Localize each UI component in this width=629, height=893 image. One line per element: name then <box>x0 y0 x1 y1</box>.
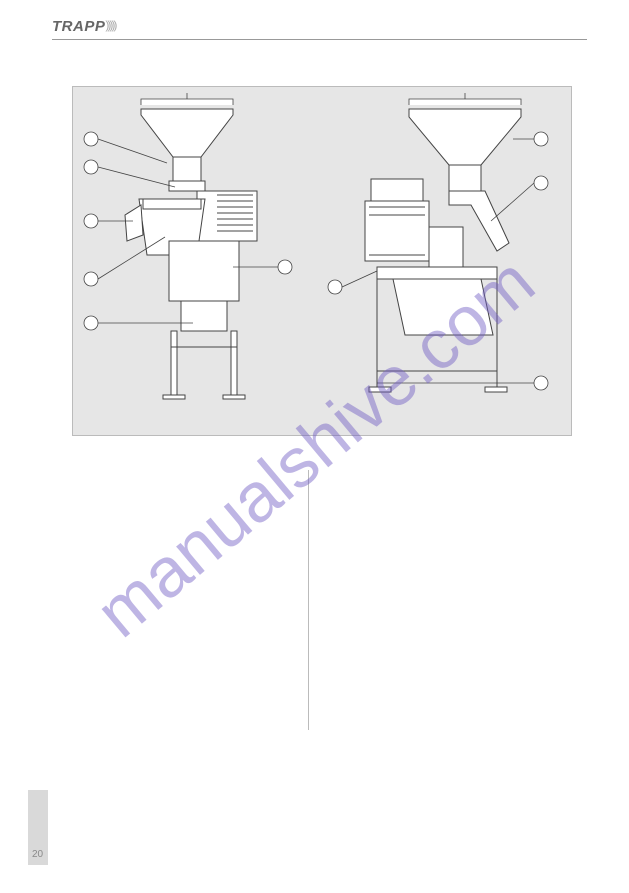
column-divider <box>308 470 309 730</box>
brand-logo: TRAPP <box>52 18 105 35</box>
page-header: TRAPP))))) <box>52 18 587 40</box>
machine-diagrams-svg <box>73 87 573 437</box>
technical-diagram-box <box>72 86 572 436</box>
logo-waves-icon: ))))) <box>105 18 115 32</box>
left-machine <box>125 109 257 399</box>
right-machine <box>365 109 521 392</box>
page-number: 20 <box>32 849 43 860</box>
